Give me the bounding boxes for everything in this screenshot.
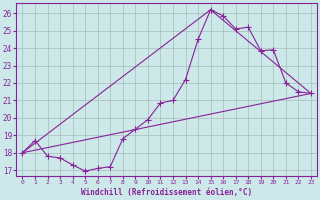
X-axis label: Windchill (Refroidissement éolien,°C): Windchill (Refroidissement éolien,°C) [81,188,252,197]
